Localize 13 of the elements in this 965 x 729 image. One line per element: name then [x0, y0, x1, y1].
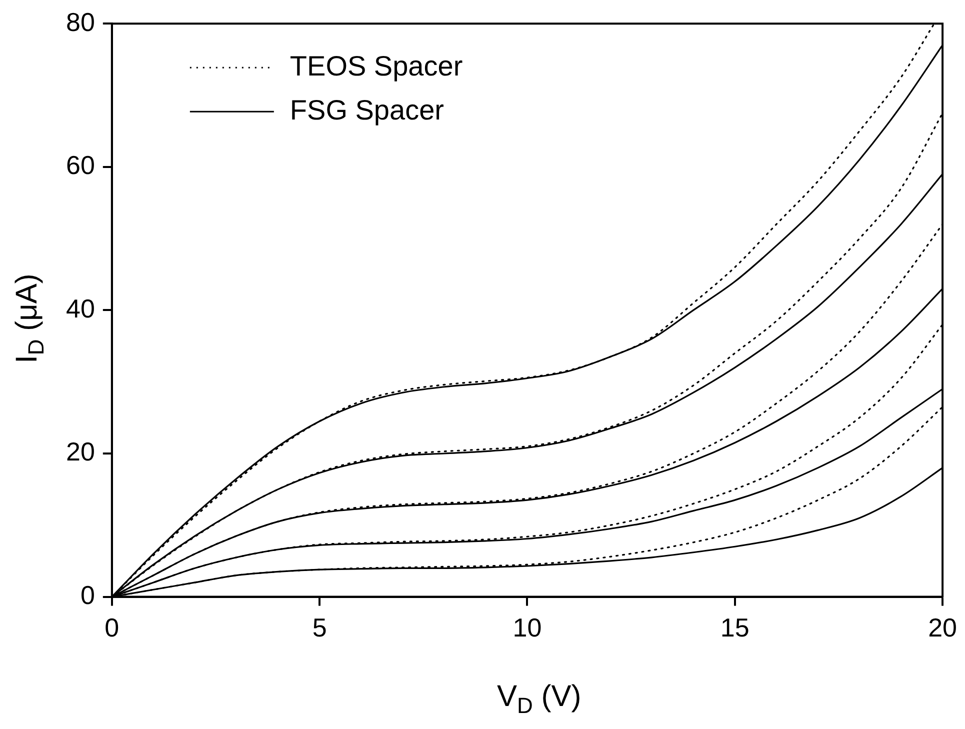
- y-tick-label: 0: [80, 580, 95, 610]
- x-tick-label: 10: [512, 612, 542, 643]
- legend-label: FSG Spacer: [290, 94, 444, 126]
- y-tick-label: 20: [66, 436, 95, 467]
- x-tick-label: 15: [720, 612, 750, 643]
- x-tick-label: 20: [928, 612, 957, 643]
- y-tick-label: 40: [66, 293, 95, 324]
- y-tick-label: 60: [66, 150, 95, 180]
- legend-label: TEOS Spacer: [290, 50, 463, 82]
- x-tick-label: 5: [312, 612, 327, 643]
- x-axis-title: V$_{D}$ (V): [497, 680, 582, 719]
- y-tick-label: 80: [66, 6, 95, 37]
- x-tick-label: 0: [104, 612, 120, 643]
